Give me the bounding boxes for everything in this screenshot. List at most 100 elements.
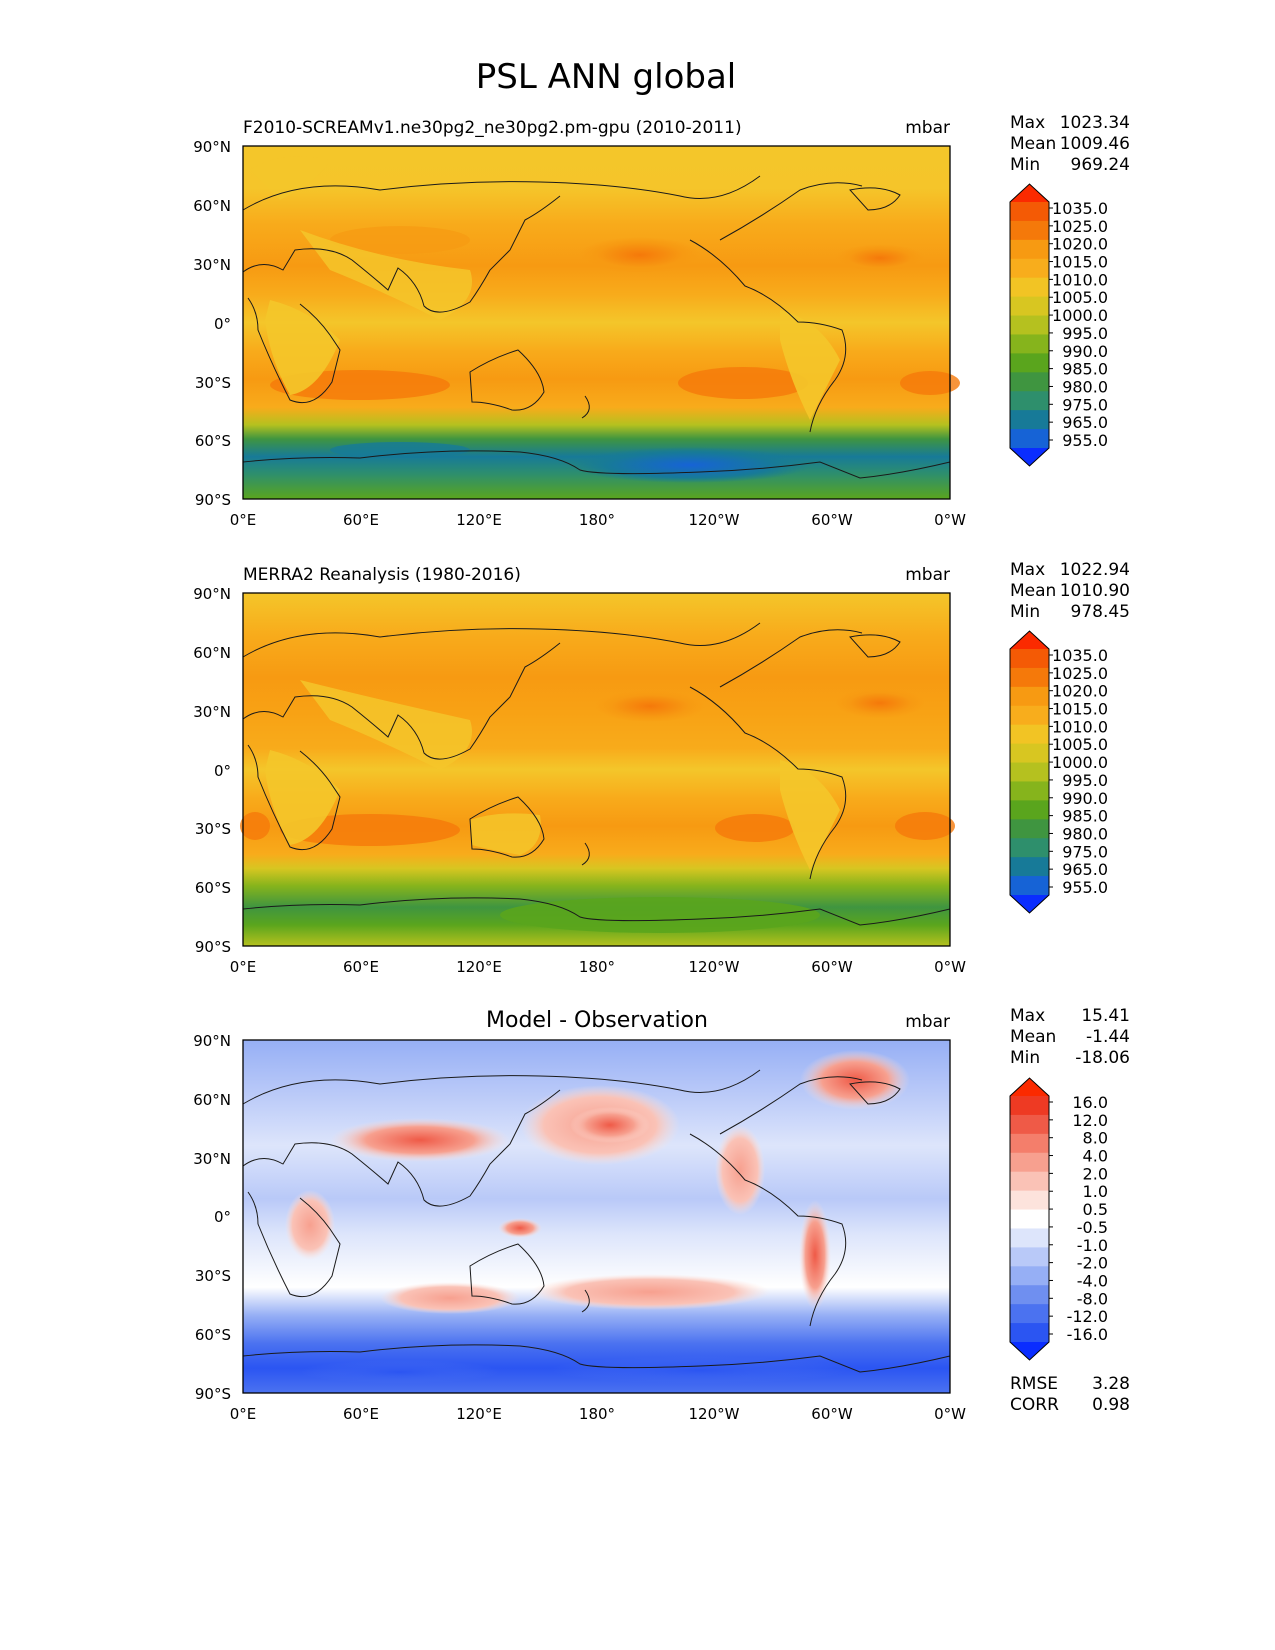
colorbar-tick-label: 975.0 bbox=[1062, 842, 1108, 861]
stat-label: Min bbox=[1010, 602, 1040, 622]
colorbar-tick-label: -4.0 bbox=[1077, 1271, 1108, 1290]
colorbar-tick-label: 995.0 bbox=[1062, 771, 1108, 790]
stat-value: -1.44 bbox=[1086, 1027, 1130, 1047]
stat-value: 969.24 bbox=[1071, 155, 1130, 175]
lon-tick-label: 120°E bbox=[456, 958, 502, 976]
colorbar-band bbox=[1010, 686, 1049, 707]
panel-observation-field bbox=[240, 593, 955, 946]
colorbar-tick-label: -2.0 bbox=[1077, 1254, 1108, 1273]
colorbar-band bbox=[1010, 239, 1049, 260]
lat-tick-label: 60°N bbox=[193, 197, 231, 215]
colorbar-band bbox=[1010, 202, 1049, 222]
colorbar-outline bbox=[1009, 1077, 1050, 1361]
stat-value: 1022.94 bbox=[1060, 560, 1130, 580]
colorbar-tick-label: 4.0 bbox=[1083, 1147, 1108, 1166]
colorbar-tick-label: 1000.0 bbox=[1052, 753, 1108, 772]
panel-model-subtitle: F2010-SCREAMv1.ne30pg2_ne30pg2.pm-gpu (2… bbox=[243, 118, 742, 138]
panel-observation-lat-ticks: 90°N 60°N 30°N 0° 30°S 60°S 90°S bbox=[193, 585, 231, 956]
colorbar-tick-label: -12.0 bbox=[1067, 1307, 1108, 1326]
colorbar-band bbox=[1010, 391, 1049, 411]
panel-difference: Model - Observation mbar bbox=[193, 1006, 1130, 1423]
colorbar-band bbox=[1010, 1114, 1049, 1135]
stat-value: 15.41 bbox=[1081, 1006, 1130, 1026]
colorbar-tick-label: -16.0 bbox=[1067, 1325, 1108, 1344]
colorbar-band bbox=[1010, 220, 1049, 241]
figure-title: PSL ANN global bbox=[476, 57, 736, 97]
colorbar-tick-label: 2.0 bbox=[1083, 1164, 1108, 1183]
panel-observation-coastlines bbox=[242, 622, 951, 926]
lat-tick-label: 90°N bbox=[193, 138, 231, 156]
stat-label: Min bbox=[1010, 155, 1040, 175]
lon-tick-label: 60°W bbox=[811, 1405, 853, 1423]
colorbar-extend-max bbox=[1010, 631, 1049, 649]
colorbar-tick-label: 16.0 bbox=[1072, 1093, 1108, 1112]
colorbar-tick-label: 12.0 bbox=[1072, 1111, 1108, 1130]
lon-tick-label: 120°W bbox=[689, 1405, 740, 1423]
colorbar-band bbox=[1010, 372, 1049, 392]
colorbar-band bbox=[1010, 277, 1049, 298]
panel-observation-frame bbox=[242, 592, 951, 947]
lat-tick-label: 90°S bbox=[195, 491, 231, 509]
lon-tick-label: 0°W bbox=[934, 1405, 966, 1423]
stat-value: 978.45 bbox=[1071, 602, 1130, 622]
lat-tick-label: 90°N bbox=[193, 585, 231, 603]
lon-tick-label: 0°E bbox=[230, 511, 257, 529]
lon-tick-label: 120°W bbox=[689, 511, 740, 529]
lat-tick-label: 90°N bbox=[193, 1032, 231, 1050]
metric-value: 3.28 bbox=[1092, 1374, 1130, 1394]
panel-observation: MERRA2 Reanalysis (1980-2016) mbar bbox=[193, 560, 1130, 976]
colorbar-band bbox=[1010, 1247, 1049, 1267]
colorbar-band bbox=[1010, 762, 1049, 782]
colorbar-band bbox=[1010, 1152, 1049, 1173]
lon-tick-label: 60°W bbox=[811, 958, 853, 976]
lat-tick-label: 30°N bbox=[193, 703, 231, 721]
colorbar-band bbox=[1010, 1096, 1049, 1116]
stat-label: Mean bbox=[1010, 134, 1056, 154]
stat-value: 1023.34 bbox=[1060, 113, 1130, 133]
lon-tick-label: 180° bbox=[579, 511, 615, 529]
panel-difference-colorbar: 16.012.08.04.02.01.00.5-0.5-1.0-2.0-4.0-… bbox=[1009, 1077, 1108, 1361]
colorbar-tick-label: -0.5 bbox=[1077, 1218, 1108, 1237]
panel-observation-units: mbar bbox=[905, 565, 950, 585]
colorbar-band bbox=[1010, 876, 1049, 896]
metric-label: RMSE bbox=[1010, 1374, 1058, 1394]
lon-tick-label: 0°W bbox=[934, 958, 966, 976]
colorbar-tick-label: 1015.0 bbox=[1052, 253, 1108, 272]
lat-tick-label: 60°S bbox=[195, 432, 231, 450]
colorbar-band bbox=[1010, 705, 1049, 726]
lon-tick-label: 0°W bbox=[934, 511, 966, 529]
colorbar-band bbox=[1010, 649, 1049, 669]
panel-observation-subtitle: MERRA2 Reanalysis (1980-2016) bbox=[243, 565, 521, 585]
lon-tick-label: 180° bbox=[579, 958, 615, 976]
colorbar-tick-label: 1010.0 bbox=[1052, 270, 1108, 289]
stat-label: Min bbox=[1010, 1048, 1040, 1068]
lat-tick-label: 30°S bbox=[195, 820, 231, 838]
colorbar-tick-label: 965.0 bbox=[1062, 860, 1108, 879]
lon-tick-label: 120°W bbox=[689, 958, 740, 976]
panel-difference-lon-ticks: 0°E 60°E 120°E 180° 120°W 60°W 0°W bbox=[230, 1405, 966, 1423]
panel-model-frame bbox=[242, 145, 951, 500]
panel-model-lat-ticks: 90°N 60°N 30°N 0° 30°S 60°S 90°S bbox=[193, 138, 231, 509]
lat-tick-label: 30°N bbox=[193, 1150, 231, 1168]
colorbar-band bbox=[1010, 1304, 1049, 1324]
colorbar-extend-max bbox=[1010, 184, 1049, 202]
colorbar-outline bbox=[1009, 630, 1050, 914]
lat-tick-label: 90°S bbox=[195, 938, 231, 956]
colorbar-band bbox=[1010, 429, 1049, 449]
colorbar-tick-label: 1025.0 bbox=[1052, 664, 1108, 683]
colorbar-tick-label: 965.0 bbox=[1062, 413, 1108, 432]
panel-observation-lon-ticks: 0°E 60°E 120°E 180° 120°W 60°W 0°W bbox=[230, 958, 966, 976]
panel-model: F2010-SCREAMv1.ne30pg2_ne30pg2.pm-gpu (2… bbox=[193, 113, 1130, 529]
colorbar-tick-label: 955.0 bbox=[1062, 878, 1108, 897]
panel-difference-coastlines bbox=[242, 1069, 951, 1373]
stat-label: Max bbox=[1010, 1006, 1045, 1026]
lat-tick-label: 90°S bbox=[195, 1385, 231, 1403]
colorbar-tick-label: 955.0 bbox=[1062, 431, 1108, 450]
colorbar-band bbox=[1010, 1171, 1049, 1192]
lon-tick-label: 60°E bbox=[343, 958, 379, 976]
colorbar-band bbox=[1010, 724, 1049, 745]
lon-tick-label: 120°E bbox=[456, 511, 502, 529]
colorbar-extend-max bbox=[1010, 1078, 1049, 1096]
lon-tick-label: 0°E bbox=[230, 958, 257, 976]
colorbar-tick-label: 975.0 bbox=[1062, 395, 1108, 414]
